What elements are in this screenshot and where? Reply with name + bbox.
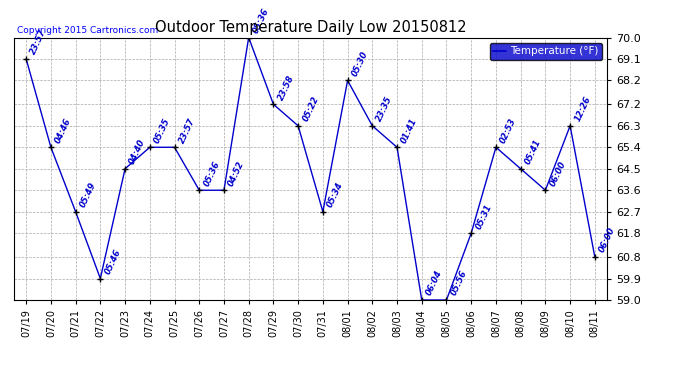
Text: 04:46: 04:46: [54, 116, 73, 144]
Text: 05:36: 05:36: [251, 6, 271, 35]
Text: 06:00: 06:00: [598, 226, 617, 254]
Text: 04:40: 04:40: [128, 138, 148, 166]
Text: 06:04: 06:04: [424, 269, 444, 297]
Text: 05:36: 05:36: [202, 159, 221, 188]
Text: 06:00: 06:00: [548, 159, 568, 188]
Text: 23:35: 23:35: [375, 95, 395, 123]
Text: 05:34: 05:34: [326, 181, 345, 209]
Text: 01:41: 01:41: [400, 116, 420, 144]
Legend: Temperature (°F): Temperature (°F): [490, 43, 602, 60]
Text: 23:58: 23:58: [276, 74, 296, 102]
Text: 23:57: 23:57: [29, 28, 48, 56]
Text: 05:46: 05:46: [103, 248, 123, 276]
Text: 05:41: 05:41: [524, 138, 543, 166]
Text: 05:56: 05:56: [449, 269, 469, 297]
Text: 02:53: 02:53: [499, 116, 518, 144]
Text: 05:35: 05:35: [152, 116, 172, 144]
Text: Copyright 2015 Cartronics.com: Copyright 2015 Cartronics.com: [17, 26, 158, 35]
Text: 05:30: 05:30: [351, 50, 370, 78]
Title: Outdoor Temperature Daily Low 20150812: Outdoor Temperature Daily Low 20150812: [155, 20, 466, 35]
Text: 23:57: 23:57: [177, 116, 197, 144]
Text: 12:26: 12:26: [573, 95, 593, 123]
Text: 05:31: 05:31: [474, 202, 493, 230]
Text: 05:22: 05:22: [301, 95, 320, 123]
Text: 04:52: 04:52: [227, 159, 246, 188]
Text: 05:49: 05:49: [79, 181, 98, 209]
